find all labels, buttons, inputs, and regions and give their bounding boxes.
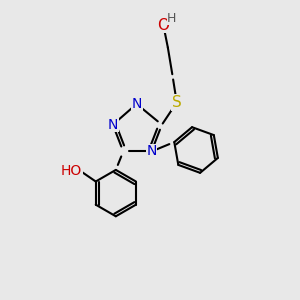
- Text: N: N: [108, 118, 118, 132]
- Text: N: N: [131, 97, 142, 111]
- Text: H: H: [167, 12, 176, 25]
- Text: N: N: [146, 145, 157, 158]
- Text: O: O: [158, 18, 169, 33]
- Text: HO: HO: [61, 164, 82, 178]
- Text: S: S: [172, 95, 182, 110]
